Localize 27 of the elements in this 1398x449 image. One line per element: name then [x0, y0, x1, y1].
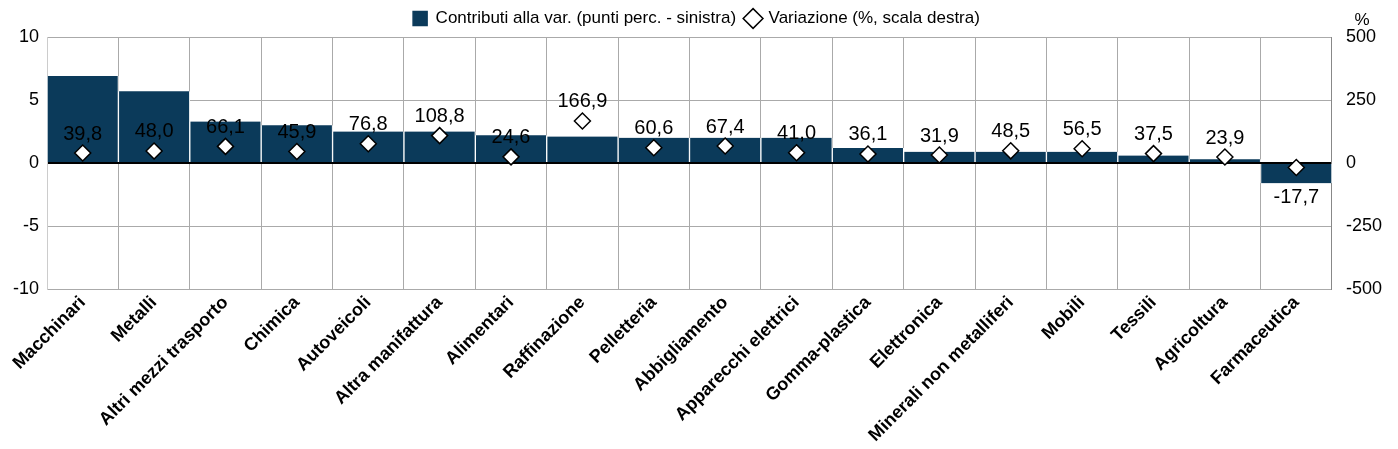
data-label: -17,7 [1273, 185, 1320, 208]
data-label: 166,9 [557, 89, 608, 112]
data-label: 37,5 [1134, 122, 1173, 145]
data-label: 48,5 [991, 119, 1031, 142]
y2-tick-label: -500 [1345, 278, 1382, 299]
data-label: 39,8 [63, 121, 103, 144]
data-label: 108,8 [414, 104, 465, 127]
y-tick-label: 5 [29, 89, 40, 109]
y-tick-label: 10 [18, 25, 40, 46]
y-tick-label: -10 [13, 278, 40, 299]
data-label: 48,0 [134, 119, 174, 142]
data-label: 23,9 [1205, 125, 1245, 148]
data-label: 41,0 [777, 121, 817, 144]
data-label: 76,8 [348, 112, 388, 135]
y2-tick-label: -250 [1345, 215, 1382, 236]
y2-tick-label: 0 [1345, 152, 1356, 173]
legend-label: Contributi alla var. (punti perc. - sinistra) [435, 8, 737, 28]
data-label: 36,1 [848, 122, 888, 145]
data-label: 60,6 [634, 116, 674, 139]
data-label: 67,4 [705, 114, 745, 137]
y-tick-label: 0 [29, 152, 40, 173]
legend-label: Variazione (%, scala destra) [768, 8, 980, 28]
y-tick-label: -5 [23, 215, 40, 236]
data-label: 56,5 [1062, 117, 1102, 140]
data-label: 45,9 [277, 120, 317, 142]
y2-tick-label: 250 [1345, 89, 1377, 109]
data-label: 31,9 [919, 123, 959, 146]
